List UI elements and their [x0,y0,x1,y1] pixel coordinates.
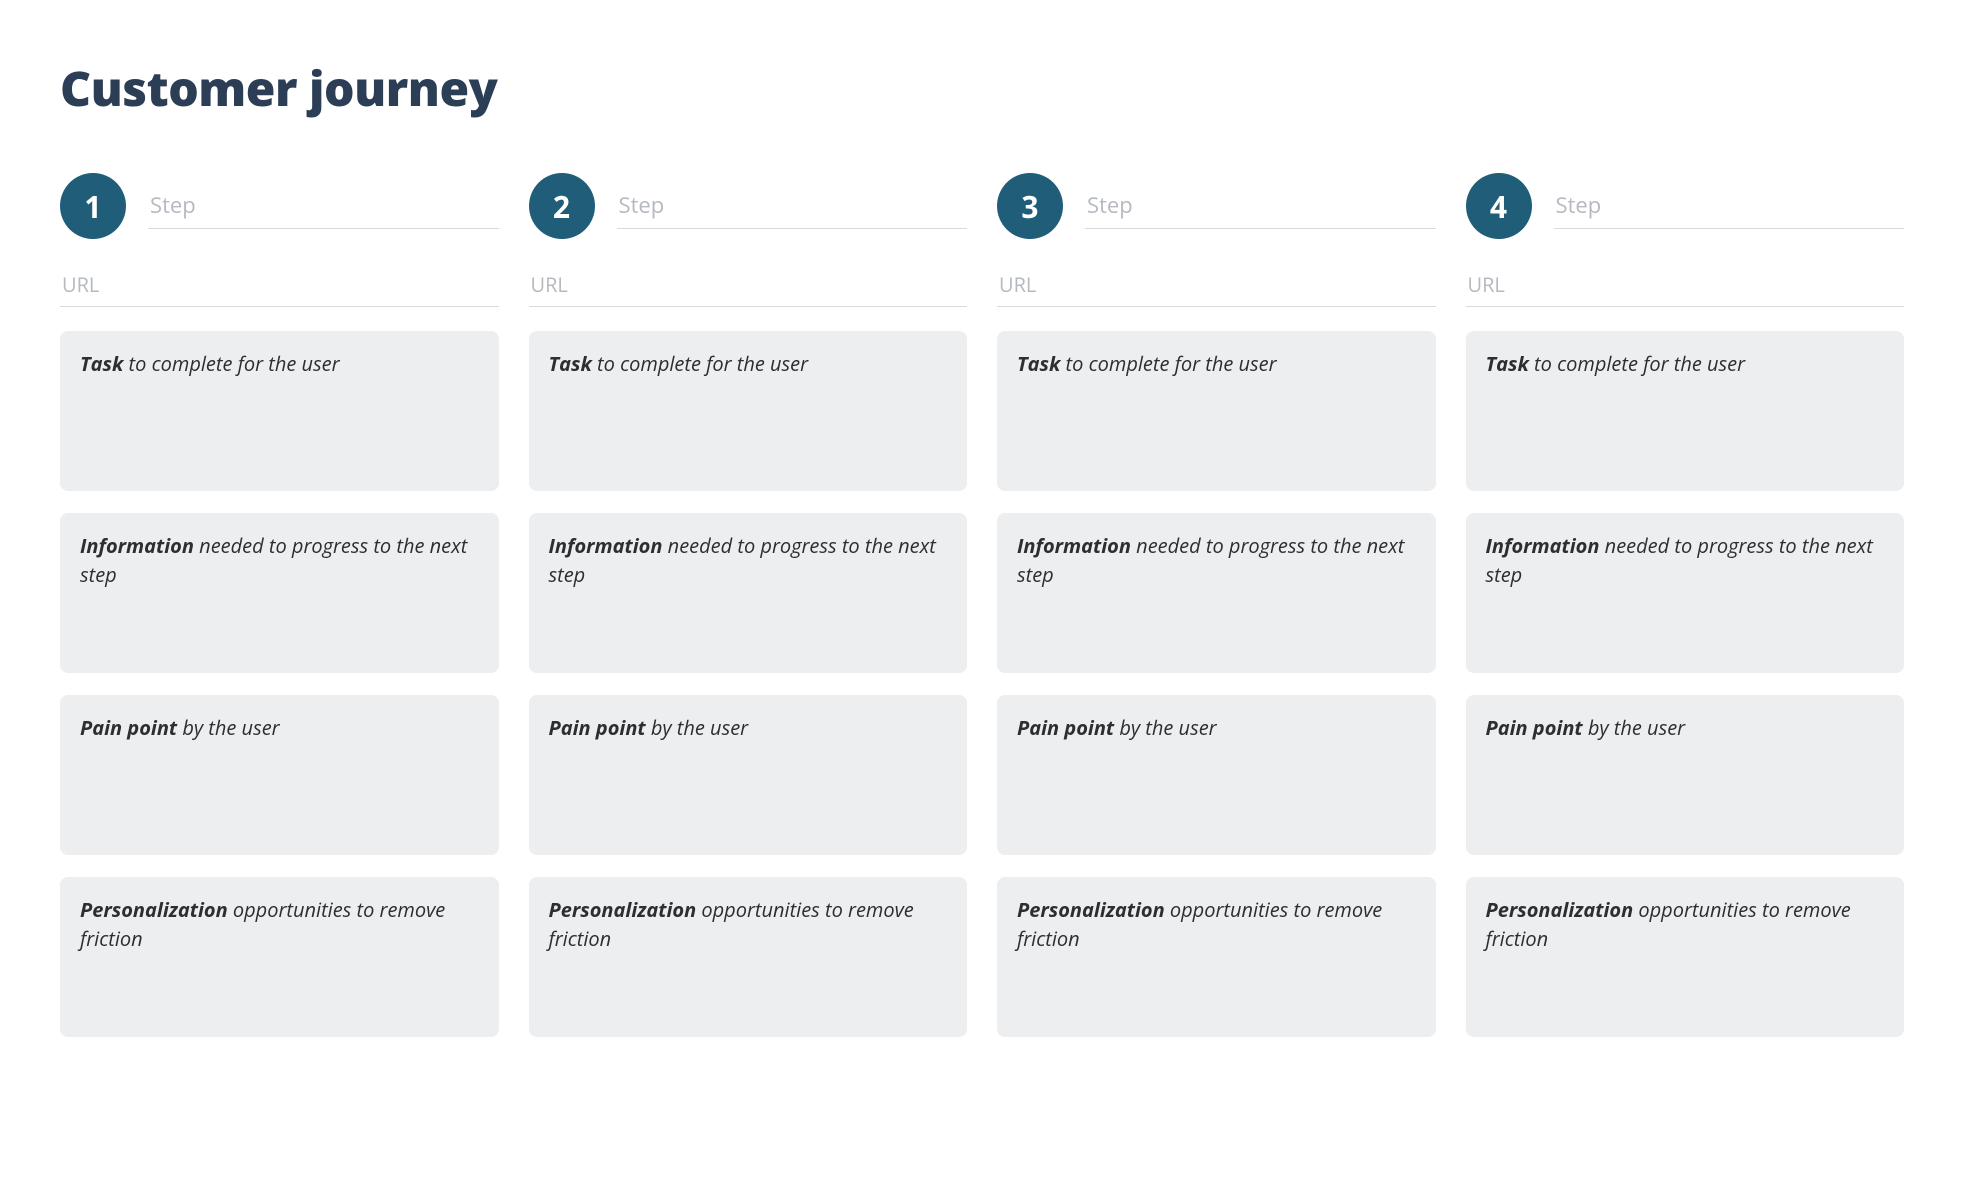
task-card[interactable]: Task to complete for the user [60,331,499,491]
pain-point-card-text: Pain point by the user [1017,713,1416,742]
step-header: 2 [529,173,968,239]
step-number-badge: 4 [1466,173,1532,239]
information-card-text: Information needed to progress to the ne… [1017,531,1416,589]
information-card-text: Information needed to progress to the ne… [80,531,479,589]
step-name-input[interactable] [1085,184,1436,229]
step-header: 4 [1466,173,1905,239]
task-card-text: Task to complete for the user [549,349,948,378]
task-card-text: Task to complete for the user [1486,349,1885,378]
journey-step-1: 1 Task to complete for the user Informat… [60,173,499,1059]
step-url-input[interactable] [1466,267,1905,307]
task-card[interactable]: Task to complete for the user [997,331,1436,491]
journey-step-4: 4 Task to complete for the user Informat… [1466,173,1905,1059]
step-number-badge: 3 [997,173,1063,239]
step-name-input[interactable] [148,184,499,229]
step-number-badge: 2 [529,173,595,239]
pain-point-card[interactable]: Pain point by the user [997,695,1436,855]
information-card[interactable]: Information needed to progress to the ne… [60,513,499,673]
journey-columns: 1 Task to complete for the user Informat… [60,173,1904,1059]
pain-point-card[interactable]: Pain point by the user [60,695,499,855]
task-card-text: Task to complete for the user [80,349,479,378]
personalization-card[interactable]: Personalization opportunities to remove … [60,877,499,1037]
personalization-card-text: Personalization opportunities to remove … [549,895,948,953]
personalization-card-text: Personalization opportunities to remove … [1486,895,1885,953]
information-card-text: Information needed to progress to the ne… [1486,531,1885,589]
task-card-text: Task to complete for the user [1017,349,1416,378]
information-card[interactable]: Information needed to progress to the ne… [529,513,968,673]
step-number-badge: 1 [60,173,126,239]
customer-journey-template: Customer journey 1 Task to complete for … [0,0,1964,1119]
step-url-input[interactable] [529,267,968,307]
personalization-card-text: Personalization opportunities to remove … [80,895,479,953]
information-card[interactable]: Information needed to progress to the ne… [997,513,1436,673]
information-card[interactable]: Information needed to progress to the ne… [1466,513,1905,673]
task-card[interactable]: Task to complete for the user [529,331,968,491]
journey-step-2: 2 Task to complete for the user Informat… [529,173,968,1059]
step-url-input[interactable] [60,267,499,307]
personalization-card[interactable]: Personalization opportunities to remove … [997,877,1436,1037]
step-url-input[interactable] [997,267,1436,307]
personalization-card[interactable]: Personalization opportunities to remove … [529,877,968,1037]
pain-point-card[interactable]: Pain point by the user [1466,695,1905,855]
personalization-card-text: Personalization opportunities to remove … [1017,895,1416,953]
step-header: 3 [997,173,1436,239]
task-card[interactable]: Task to complete for the user [1466,331,1905,491]
step-name-input[interactable] [1554,184,1905,229]
pain-point-card-text: Pain point by the user [549,713,948,742]
personalization-card[interactable]: Personalization opportunities to remove … [1466,877,1905,1037]
step-header: 1 [60,173,499,239]
page-title: Customer journey [60,56,1904,121]
journey-step-3: 3 Task to complete for the user Informat… [997,173,1436,1059]
step-name-input[interactable] [617,184,968,229]
information-card-text: Information needed to progress to the ne… [549,531,948,589]
pain-point-card-text: Pain point by the user [1486,713,1885,742]
pain-point-card[interactable]: Pain point by the user [529,695,968,855]
pain-point-card-text: Pain point by the user [80,713,479,742]
